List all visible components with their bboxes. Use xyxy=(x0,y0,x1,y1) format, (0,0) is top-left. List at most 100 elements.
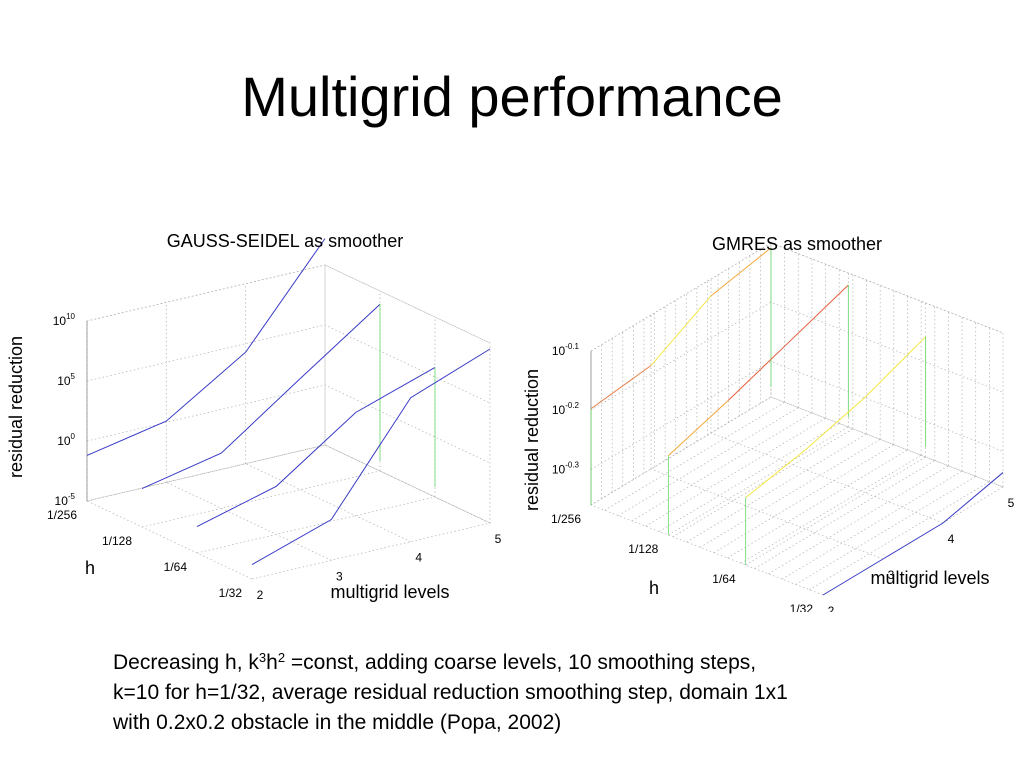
y-tick-label: 1/64 xyxy=(164,560,188,574)
caption-text: h xyxy=(266,651,278,674)
x-tick-label: 2 xyxy=(828,604,835,612)
x-axis-label: multigrid levels xyxy=(330,582,449,602)
series-line-h-1-256 xyxy=(86,238,326,456)
x-tick-label: 3 xyxy=(888,568,895,582)
series-segment-h-1-64 xyxy=(805,396,866,450)
floor-grid-line xyxy=(245,463,411,542)
y-tick-label: 1/32 xyxy=(219,586,243,600)
floor-grid-line xyxy=(650,468,884,560)
x-tick-label: 5 xyxy=(1008,496,1015,510)
floor-outline xyxy=(590,396,1004,596)
z-grid-line xyxy=(590,361,1004,470)
z-tick-label: 105 xyxy=(57,372,75,388)
y-axis-label: h xyxy=(85,558,95,578)
series-segment-h-1-128 xyxy=(667,399,729,456)
z-grid-line xyxy=(86,264,491,344)
series-line-h-1-32 xyxy=(251,348,491,566)
floor-dense-line xyxy=(645,417,826,527)
z-tick-label: 10-0.2 xyxy=(552,401,580,417)
floor-dense-line xyxy=(699,439,881,548)
x-axis-label: multigrid levels xyxy=(870,568,989,588)
series-segment-h-1-32 xyxy=(942,472,1004,524)
back-wall xyxy=(86,264,326,502)
floor-dense-line xyxy=(795,476,976,585)
floor-dense-line xyxy=(727,449,908,559)
floor-dense-line xyxy=(672,428,854,538)
side-wall xyxy=(324,264,491,524)
floor-grid-line xyxy=(668,426,849,536)
caption-superscript: 2 xyxy=(277,650,286,665)
gmres-grid xyxy=(590,242,1004,596)
caption-line-3: with 0.2x0.2 obstacle in the middle (Pop… xyxy=(113,711,562,734)
series-segment-h-1-64 xyxy=(745,449,806,499)
floor-dense-line xyxy=(768,465,949,575)
z-grid-line xyxy=(86,324,491,404)
floor-dense-line xyxy=(809,481,990,591)
series-segment-h-1-256 xyxy=(590,365,652,410)
gauss-seidel-labels: GAUSS-SEIDEL as smoother residual reducti… xyxy=(6,231,502,602)
x-tick-label: 3 xyxy=(336,569,343,583)
y-axis-label: h xyxy=(649,578,659,598)
series-segment-h-1-128 xyxy=(727,342,789,401)
caption: Decreasing h, k3h2 =const, adding coarse… xyxy=(113,648,973,738)
caption-text: Decreasing h, k xyxy=(113,651,259,674)
floor-dense-line xyxy=(659,423,840,532)
x-tick-label: 2 xyxy=(257,588,264,602)
z-tick-label: 10-0.1 xyxy=(552,342,580,358)
side-wall xyxy=(770,242,1004,488)
gauss-seidel-grid xyxy=(85,264,492,580)
series-segment-h-1-256 xyxy=(650,295,712,366)
plot-title: GMRES as smoother xyxy=(712,234,882,254)
y-tick-label: 1/256 xyxy=(551,512,581,526)
series-line-h-1-64 xyxy=(196,366,436,528)
floor-dense-line xyxy=(618,407,799,516)
gmres-labels: GMRES as smoother residual reduction multi… xyxy=(522,234,1015,612)
y-tick-label: 1/128 xyxy=(628,542,658,556)
series-segment-h-1-256 xyxy=(710,247,772,297)
gmres-series xyxy=(590,247,1004,596)
floor-grid-line xyxy=(745,456,926,566)
y-tick-label: 1/32 xyxy=(790,602,814,612)
z-axis-label: residual reduction xyxy=(6,336,26,478)
x-tick-label: 5 xyxy=(495,532,502,546)
floor-dense-line xyxy=(740,454,922,564)
y-tick-label: 1/64 xyxy=(712,572,736,586)
caption-superscript: 3 xyxy=(258,650,267,665)
series-segment-h-1-32 xyxy=(822,558,884,596)
plot-title: GAUSS-SEIDEL as smoother xyxy=(167,231,403,251)
z-grid-line xyxy=(86,384,491,464)
back-wall xyxy=(590,242,772,506)
z-tick-label: 10-5 xyxy=(55,492,76,508)
z-axis-label: residual reduction xyxy=(522,369,542,511)
gauss-seidel-plot: GAUSS-SEIDEL as smoother residual reducti… xyxy=(6,231,502,602)
series-segment-h-1-128 xyxy=(787,284,849,344)
z-tick-label: 1010 xyxy=(53,312,76,328)
series-line-h-1-128 xyxy=(141,303,381,490)
floor-dense-line xyxy=(631,412,813,522)
floor-dense-line xyxy=(604,401,785,511)
y-tick-label: 1/256 xyxy=(47,508,77,522)
z-tick-label: 100 xyxy=(57,432,75,448)
floor-dense-line xyxy=(713,444,895,553)
x-tick-label: 4 xyxy=(948,532,955,546)
slide-title: Multigrid performance xyxy=(241,65,783,128)
caption-line-2: k=10 for h=1/32, average residual reduct… xyxy=(113,681,788,704)
floor-outline xyxy=(85,444,492,580)
gauss-seidel-series xyxy=(86,238,491,566)
floor-grid-line xyxy=(196,496,436,554)
z-grid-line xyxy=(590,301,1004,411)
caption-text: =const, adding coarse levels, 10 smoothi… xyxy=(285,651,757,674)
series-segment-h-1-32 xyxy=(882,522,944,560)
caption-line-1: Decreasing h, k3h2 =const, adding coarse… xyxy=(113,648,973,678)
gmres-plot: GMRES as smoother residual reduction multi… xyxy=(522,234,1015,612)
series-segment-h-1-64 xyxy=(865,336,927,398)
floor-grid-line xyxy=(710,432,944,524)
z-tick-label: 10-0.3 xyxy=(552,460,580,476)
floor-grid-line xyxy=(141,470,381,528)
y-tick-label: 1/128 xyxy=(102,534,132,548)
floor-dense-line xyxy=(754,460,935,569)
x-tick-label: 4 xyxy=(415,551,422,565)
z-grid-line xyxy=(86,444,491,524)
floor-dense-line xyxy=(686,433,867,543)
floor-dense-line xyxy=(781,470,963,580)
